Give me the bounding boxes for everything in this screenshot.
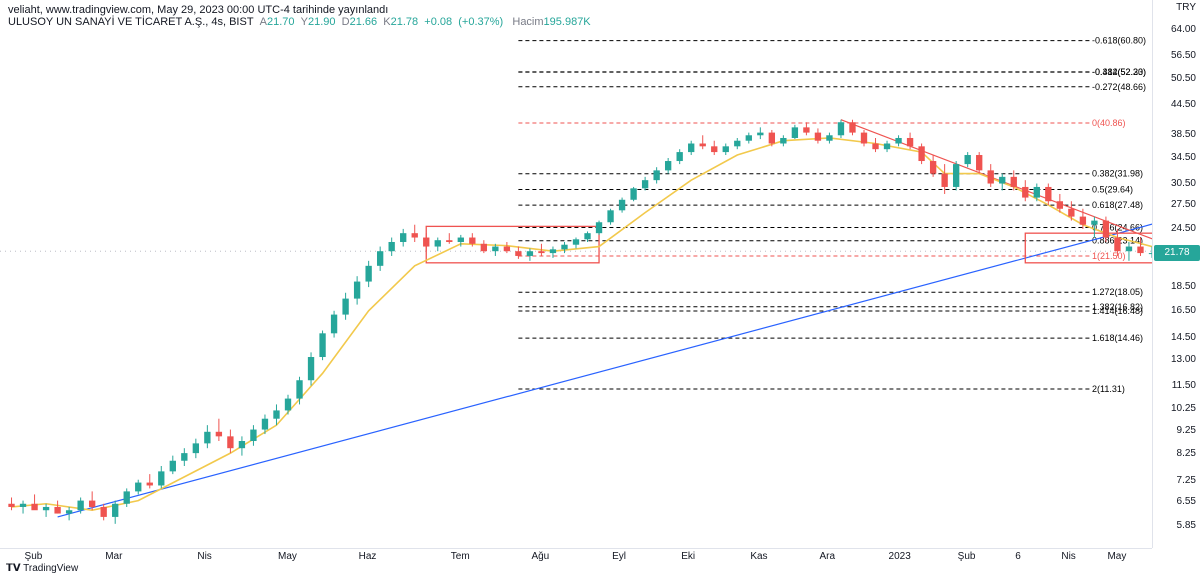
footer: 𝗧𝗩 TradingView (0, 562, 1200, 576)
chart-area[interactable]: -0.618(60.80)-0.414(52.30)-0.382(52.23)-… (0, 0, 1152, 548)
svg-text:1.618(14.46): 1.618(14.46) (1092, 333, 1143, 343)
y-tick-label: 56.50 (1171, 50, 1196, 61)
y-tick-label: 50.50 (1171, 73, 1196, 84)
x-tick-label: May (1107, 551, 1126, 562)
x-tick-label: Eyl (612, 551, 626, 562)
svg-text:0.618(27.48): 0.618(27.48) (1092, 200, 1143, 210)
price-chart-svg: -0.618(60.80)-0.414(52.30)-0.382(52.23)-… (0, 0, 1152, 548)
x-tick-label: Ara (819, 551, 835, 562)
y-axis[interactable]: TRY 64.00 56.50 50.50 44.50 38.50 34.50 30.50 2… (1152, 0, 1200, 548)
x-tick-label: 2023 (889, 551, 911, 562)
svg-text:0.382(31.98): 0.382(31.98) (1092, 169, 1143, 179)
svg-text:-0.382(52.23): -0.382(52.23) (1092, 67, 1146, 77)
y-current-price-badge: 21.78 (1154, 245, 1200, 261)
svg-text:1(21.50): 1(21.50) (1092, 251, 1126, 261)
svg-text:2(11.31): 2(11.31) (1092, 384, 1125, 394)
tradingview-label: TradingView (23, 563, 78, 574)
y-tick-label: 8.25 (1177, 448, 1196, 459)
x-tick-label: Şub (25, 551, 43, 562)
x-tick-label: Şub (958, 551, 976, 562)
x-tick-label: 6 (1015, 551, 1021, 562)
y-tick-label: 18.50 (1171, 281, 1196, 292)
y-tick-label: 27.50 (1171, 199, 1196, 210)
tradingview-logo-icon: 𝗧𝗩 (6, 563, 21, 574)
x-tick-label: Nis (1061, 551, 1075, 562)
svg-text:1.414(16.48): 1.414(16.48) (1092, 306, 1143, 316)
y-axis-currency: TRY (1176, 2, 1196, 13)
y-tick-label: 6.55 (1177, 496, 1196, 507)
x-tick-label: Nis (197, 551, 211, 562)
x-tick-label: Kas (750, 551, 767, 562)
y-tick-label: 11.50 (1172, 380, 1196, 391)
y-tick-label: 14.50 (1171, 332, 1196, 343)
y-tick-label: 44.50 (1171, 99, 1196, 110)
x-tick-label: Mar (105, 551, 122, 562)
x-tick-label: Tem (451, 551, 470, 562)
svg-text:-0.272(48.66): -0.272(48.66) (1092, 82, 1146, 92)
x-tick-label: Eki (681, 551, 695, 562)
y-tick-label: 38.50 (1171, 129, 1196, 140)
y-tick-label: 30.50 (1171, 178, 1196, 189)
svg-text:0(40.86): 0(40.86) (1092, 118, 1126, 128)
y-tick-label: 5.85 (1177, 520, 1196, 531)
x-tick-label: Ağu (531, 551, 549, 562)
y-tick-label: 10.25 (1171, 403, 1196, 414)
y-tick-label: 9.25 (1177, 425, 1196, 436)
y-tick-label: 7.25 (1177, 475, 1196, 486)
x-tick-label: Haz (359, 551, 377, 562)
y-tick-label: 64.00 (1171, 24, 1196, 35)
x-tick-label: May (278, 551, 297, 562)
y-tick-label: 34.50 (1171, 152, 1196, 163)
svg-text:1.272(18.05): 1.272(18.05) (1092, 287, 1143, 297)
svg-text:-0.618(60.80): -0.618(60.80) (1092, 36, 1146, 46)
y-tick-label: 13.00 (1171, 354, 1196, 365)
y-tick-label: 16.50 (1171, 305, 1196, 316)
y-tick-label: 24.50 (1171, 223, 1196, 234)
svg-text:0.5(29.64): 0.5(29.64) (1092, 184, 1133, 194)
